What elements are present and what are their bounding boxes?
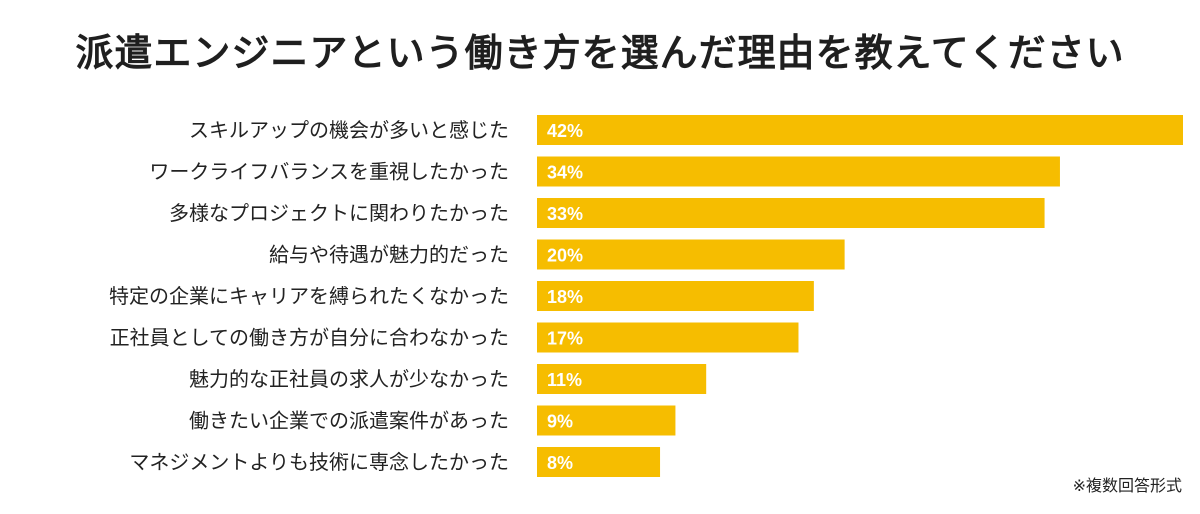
value-label-4: 20% xyxy=(547,246,583,266)
value-label-2: 34% xyxy=(547,163,583,183)
category-label-5: 特定の企業にキャリアを縛られたくなかった xyxy=(109,284,509,308)
category-label-1: スキルアップの機会が多いと感じた xyxy=(189,118,509,142)
bar-2 xyxy=(537,156,1060,187)
bars-layer xyxy=(537,115,1183,477)
value-labels-layer: 42% 34% 33% 20% 18% 17% 11% 9% 8% xyxy=(547,121,583,473)
bar-3 xyxy=(537,198,1045,228)
chart-title: 派遣エンジニアという働き方を選んだ理由を教えてください xyxy=(75,31,1125,75)
category-label-7: 魅力的な正社員の求人が少なかった xyxy=(189,367,509,391)
category-label-9: マネジメントよりも技術に専念したかった xyxy=(129,450,509,474)
bar-5 xyxy=(537,281,814,311)
value-label-3: 33% xyxy=(547,204,583,224)
category-label-4: 給与や待遇が魅力的だった xyxy=(269,243,509,267)
value-label-1: 42% xyxy=(547,121,583,141)
value-label-6: 17% xyxy=(547,329,583,349)
bar-7 xyxy=(537,364,707,394)
value-label-7: 11% xyxy=(547,370,582,390)
category-label-3: 多様なプロジェクトに関わりたかった xyxy=(169,201,509,225)
value-label-9: 8% xyxy=(547,453,573,473)
bar-9 xyxy=(537,447,661,477)
value-label-8: 9% xyxy=(547,412,573,432)
bar-4 xyxy=(537,239,845,270)
footnote: ※複数回答形式 xyxy=(1072,476,1182,495)
category-label-6: 正社員としての働き方が自分に合わなかった xyxy=(110,326,509,350)
category-label-8: 働きたい企業での派遣案件があった xyxy=(189,409,509,433)
category-label-2: ワークライフバランスを重視したかった xyxy=(149,160,509,184)
bar-8 xyxy=(537,405,676,436)
bar-6 xyxy=(537,322,799,353)
category-labels-layer: スキルアップの機会が多いと感じたワークライフバランスを重視したかった多様なプロジ… xyxy=(109,118,509,474)
value-label-5: 18% xyxy=(547,287,583,307)
bar-1 xyxy=(537,115,1183,145)
